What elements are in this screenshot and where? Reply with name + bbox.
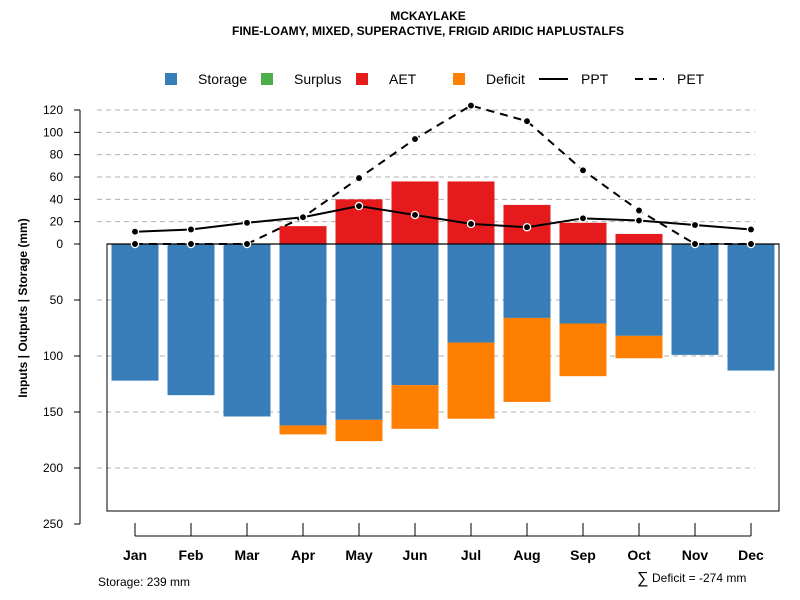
series-lines xyxy=(130,101,756,249)
ppt-point-sep xyxy=(578,214,588,223)
x-tick-label-jul: Jul xyxy=(461,547,481,563)
ppt-point-nov xyxy=(690,220,700,230)
ppt-point-aug xyxy=(522,222,532,232)
y-tick-label-80: 80 xyxy=(50,148,64,162)
ppt-point-jan xyxy=(130,227,140,236)
y-tick-label-0: 0 xyxy=(56,237,63,251)
pet-point-oct xyxy=(634,206,644,215)
bar-storage-jan xyxy=(111,244,159,381)
legend: Storage Surplus AET Deficit PPT PET xyxy=(165,71,705,87)
x-tick-label-sep: Sep xyxy=(570,547,596,563)
chart-subtitle: FINE-LOAMY, MIXED, SUPERACTIVE, FRIGID A… xyxy=(232,24,624,38)
x-tick-label-mar: Mar xyxy=(235,547,260,563)
pet-point-may xyxy=(354,173,364,183)
bar-storage-dec xyxy=(727,244,775,371)
y-tick-label-100: 100 xyxy=(43,125,63,139)
x-tick-label-nov: Nov xyxy=(682,547,709,563)
bar-storage-jun xyxy=(391,244,439,386)
ppt-point-dec xyxy=(746,225,756,234)
legend-label-ppt: PPT xyxy=(581,71,609,87)
pet-point-jul xyxy=(466,101,476,110)
x-tick-label-apr: Apr xyxy=(291,547,316,563)
ppt-point-may xyxy=(354,201,364,211)
y-tick-label-50: 50 xyxy=(50,293,64,307)
x-axis: Jan Feb Mar Apr May Jun Jul Aug Sep Oct Nov Dec xyxy=(123,523,764,563)
y-tick-label-250: 250 xyxy=(43,517,63,531)
pet-point-jan xyxy=(130,239,140,249)
y-axis-label: Inputs | Outputs | Storage (mm) xyxy=(16,218,30,397)
ppt-point-oct xyxy=(634,216,644,225)
legend-label-storage: Storage xyxy=(198,71,247,87)
y-tick-label-60: 60 xyxy=(50,170,64,184)
bar-storage-apr xyxy=(279,244,327,426)
legend-label-deficit: Deficit xyxy=(486,71,525,87)
y-tick-label-200: 200 xyxy=(43,461,63,475)
bar-storage-may xyxy=(335,244,383,420)
bar-storage-nov xyxy=(671,244,719,355)
pet-point-mar xyxy=(242,239,252,249)
pet-line xyxy=(135,104,751,245)
y-tick-label-100: 100 xyxy=(43,349,63,363)
x-tick-label-jan: Jan xyxy=(123,547,147,563)
bar-deficit-apr xyxy=(279,425,327,435)
legend-swatch-aet xyxy=(356,73,368,85)
x-tick-label-oct: Oct xyxy=(627,547,651,563)
bar-aet-apr xyxy=(279,226,327,244)
ppt-point-jul xyxy=(466,219,476,229)
y-tick-label-40: 40 xyxy=(50,192,64,206)
x-tick-label-jun: Jun xyxy=(403,547,428,563)
y-axis: 0 20 40 60 80 100 120 50 100 150 200 250 xyxy=(43,103,81,531)
y-tick-label-150: 150 xyxy=(43,405,63,419)
x-tick-label-dec: Dec xyxy=(738,547,764,563)
y-tick-label-120: 120 xyxy=(43,103,63,117)
x-tick-label-feb: Feb xyxy=(179,547,204,563)
pet-point-sep xyxy=(578,166,588,175)
legend-label-pet: PET xyxy=(677,71,705,87)
bar-storage-oct xyxy=(615,244,663,336)
ppt-point-jun xyxy=(410,210,420,220)
pet-point-nov xyxy=(690,239,700,249)
bar-aet-jul xyxy=(447,181,495,244)
pet-point-dec xyxy=(746,239,756,249)
bar-storage-feb xyxy=(167,244,215,396)
x-tick-label-aug: Aug xyxy=(513,547,540,563)
ppt-line xyxy=(134,205,752,233)
bar-aet-oct xyxy=(615,233,663,244)
bars xyxy=(111,181,775,442)
bar-deficit-aug xyxy=(503,317,551,402)
chart-title: MCKAYLAKE xyxy=(390,9,466,23)
legend-swatch-storage xyxy=(165,73,177,85)
bar-deficit-oct xyxy=(615,335,663,359)
bar-deficit-jul xyxy=(447,342,495,419)
bar-deficit-jun xyxy=(391,385,439,429)
y-tick-label-20: 20 xyxy=(50,215,64,229)
bar-deficit-sep xyxy=(559,323,607,377)
x-tick-label-may: May xyxy=(345,547,372,563)
pet-point-jun xyxy=(410,134,420,144)
legend-label-surplus: Surplus xyxy=(294,71,341,87)
storage-note: Storage: 239 mm xyxy=(98,575,190,589)
ppt-point-feb xyxy=(186,225,196,234)
bar-storage-sep xyxy=(559,244,607,324)
ppt-point-mar xyxy=(242,218,252,228)
bar-storage-mar xyxy=(223,244,271,417)
pet-point-aug xyxy=(522,116,532,126)
bar-deficit-may xyxy=(335,419,383,442)
bar-storage-jul xyxy=(447,244,495,343)
deficit-note: Deficit = -274 mm xyxy=(652,571,746,585)
legend-swatch-deficit xyxy=(453,73,465,85)
legend-swatch-surplus xyxy=(261,73,273,85)
ppt-point-apr xyxy=(298,212,308,222)
bar-aet-sep xyxy=(559,222,607,244)
pet-point-feb xyxy=(186,239,196,249)
sum-symbol: ∑ xyxy=(637,570,648,587)
bar-storage-aug xyxy=(503,244,551,318)
legend-label-aet: AET xyxy=(389,71,417,87)
